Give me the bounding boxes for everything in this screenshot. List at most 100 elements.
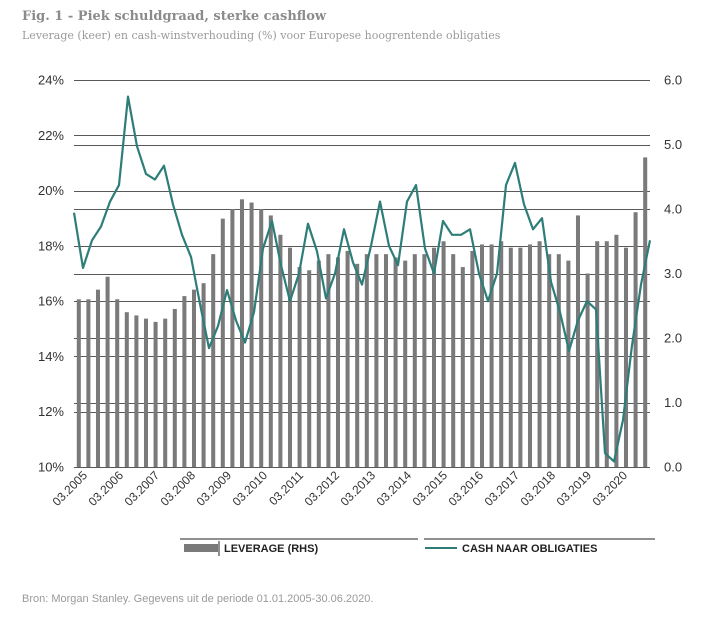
leverage-bar [105,276,110,467]
leverage-bar [134,315,139,467]
leverage-bar [163,318,168,467]
leverage-bars [76,157,648,468]
leverage-bar [470,250,475,467]
x-axis-tick-label: 03.2016 [446,468,487,509]
leverage-bar [115,299,120,467]
gridlines [74,80,650,468]
leverage-bar [614,234,619,467]
right-axis-tick-label: 2.0 [664,331,682,346]
leverage-bar [518,247,523,467]
legend-bar-swatch [184,544,218,552]
leverage-bar [307,270,312,467]
right-axis-tick-label: 3.0 [664,266,682,281]
right-axis-tick-label: 0.0 [664,460,682,475]
left-axis-tick-label: 18% [38,238,64,253]
leverage-bar [479,244,485,467]
left-axis-tick-label: 14% [38,349,64,364]
left-axis-tick-label: 20% [38,183,64,198]
leverage-bar [230,209,235,467]
leverage-bar [451,254,456,467]
leverage-bar [527,244,533,467]
leverage-bar [595,241,600,467]
source-note: Bron: Morgan Stanley. Gegevens uit de pe… [22,593,374,605]
x-axis-tick-label: 03.2011 [266,468,306,508]
legend: LEVERAGE (RHS) CASH NAAR OBLIGATIES [180,538,655,556]
leverage-bar [326,254,331,467]
left-axis-ticks: 10% 12% 14% 16% 18% 20% 22% 24% [38,73,64,475]
left-axis-tick-label: 10% [38,460,64,475]
leverage-bar [441,241,446,467]
legend-bar-label: LEVERAGE (RHS) [224,543,318,555]
leverage-bar [422,254,427,467]
left-axis-tick-label: 24% [38,73,64,88]
left-axis-tick-label: 12% [38,404,64,419]
leverage-bar [508,247,513,467]
x-axis-tick-label: 03.2012 [302,468,343,509]
right-axis-tick-label: 5.0 [664,137,682,152]
leverage-bar [383,254,389,467]
leverage-bar [268,215,273,467]
cash-naar-obligaties-line [72,95,652,463]
leverage-bar [374,254,379,467]
leverage-bar [345,250,350,467]
leverage-bar [499,241,504,467]
leverage-bar [201,283,206,467]
leverage-bar [460,267,465,467]
leverage-bar [86,299,91,467]
legend-line-label: CASH NAAR OBLIGATIES [462,543,597,555]
leverage-bar [143,318,149,467]
leverage-bar [643,157,648,467]
leverage-bar [355,263,360,467]
left-axis-tick-label: 16% [38,294,64,309]
leverage-bar [335,257,341,468]
leverage-bar [95,289,101,468]
x-axis-ticks: 03.200503.200603.200703.200803.200903.20… [50,468,631,509]
leverage-bar [259,209,264,467]
x-axis-tick-label: 03.2020 [590,468,631,509]
figure-subtitle: Leverage (keer) en cash-winstverhouding … [22,29,501,42]
x-axis-tick-label: 03.2010 [230,468,271,509]
leverage-bar [287,247,293,467]
x-axis-tick-label: 03.2014 [374,468,415,509]
leverage-bar [623,247,629,467]
x-axis-tick-label: 03.2009 [194,468,235,509]
leverage-bar [431,247,437,467]
leverage-bar [364,254,369,467]
leverage-bar [489,244,494,467]
leverage-bar [575,215,581,467]
x-axis-tick-label: 03.2019 [554,468,595,509]
x-axis-tick-label: 03.2013 [338,468,379,509]
leverage-bar [220,218,225,467]
x-axis-tick-label: 03.2018 [518,468,559,509]
right-axis-ticks: 0.0 1.0 2.0 3.0 4.0 5.0 6.0 [664,73,682,475]
leverage-bar [556,254,561,467]
leverage-bar [566,260,571,467]
leverage-bar [297,267,302,467]
figure-title: Fig. 1 - Piek schuldgraad, sterke cashfl… [22,9,327,24]
leverage-bar [172,308,177,467]
leverage-bar [182,296,187,467]
leverage-bar [249,202,254,468]
leverage-bar [547,254,552,467]
leverage-bar [124,312,129,467]
right-axis-tick-label: 1.0 [664,395,682,410]
x-axis-tick-label: 03.2007 [122,468,163,509]
left-axis-tick-label: 22% [38,128,64,143]
cash-line-layer [72,95,652,463]
leverage-bar [633,212,638,467]
leverage-bar [604,241,609,467]
right-axis-tick-label: 4.0 [664,202,682,217]
leverage-bar [403,260,408,467]
leverage-bar [278,234,283,467]
x-axis-tick-label: 03.2008 [158,468,199,509]
leverage-bar [316,260,321,467]
leverage-bar [585,273,590,467]
leverage-bar [412,254,417,467]
leverage-bar [191,289,197,468]
leverage-bar [211,254,216,467]
x-axis-tick-label: 03.2017 [482,468,523,509]
x-axis-tick-label: 03.2015 [410,468,451,509]
leverage-bar [393,257,398,468]
leverage-bar [76,299,81,467]
